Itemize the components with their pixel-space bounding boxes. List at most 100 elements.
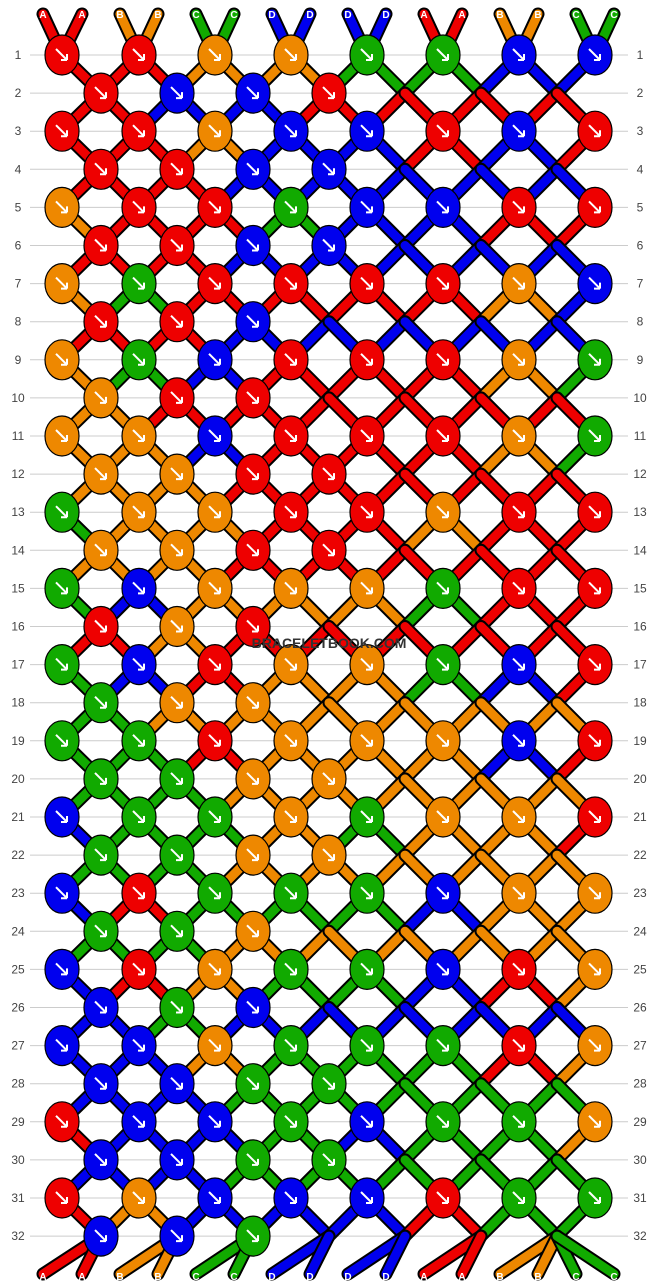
knot — [83, 148, 119, 190]
arrow-icon — [208, 48, 221, 61]
knot — [159, 758, 195, 800]
strand-label-top: D — [306, 10, 313, 21]
row-number-right: 20 — [633, 772, 647, 786]
arrow-icon — [170, 619, 183, 633]
knot — [349, 415, 385, 457]
arrow-icon — [208, 734, 221, 747]
knot — [121, 1177, 157, 1219]
arrow-icon — [94, 619, 107, 633]
knot — [311, 148, 347, 190]
knot — [235, 758, 271, 800]
arrow-icon — [94, 772, 107, 785]
strand-label-top: B — [116, 10, 123, 21]
knot — [121, 872, 157, 914]
arrow-icon — [94, 314, 107, 328]
arrow-icon — [360, 657, 373, 671]
arrow-icon — [512, 657, 525, 671]
knot — [83, 682, 119, 724]
knot — [235, 148, 271, 190]
strand-label-top: D — [344, 10, 351, 21]
arrow-icon — [436, 962, 449, 976]
row-number-left: 10 — [11, 391, 25, 405]
arrow-icon — [588, 48, 601, 61]
arrow-icon — [284, 276, 297, 290]
knot — [577, 1101, 613, 1143]
knot — [44, 186, 80, 228]
arrow-icon — [94, 467, 107, 481]
knot — [83, 301, 119, 343]
knot — [273, 263, 309, 305]
arrow-icon — [246, 1076, 259, 1090]
strand-label-bottom: C — [192, 1272, 199, 1283]
row-number-left: 13 — [11, 505, 25, 519]
arrow-icon — [360, 276, 373, 290]
knot — [577, 1024, 613, 1067]
knot — [349, 186, 385, 228]
row-number-left: 24 — [11, 924, 25, 938]
row-number-right: 30 — [633, 1153, 647, 1167]
arrow-icon — [436, 48, 449, 61]
knot — [273, 720, 309, 762]
arrow-icon — [436, 124, 449, 138]
row-number-left: 21 — [11, 810, 25, 824]
knot — [501, 415, 537, 457]
knot — [425, 1101, 461, 1143]
arrow-icon — [436, 429, 449, 442]
knot — [425, 1177, 461, 1219]
knot — [197, 643, 233, 686]
row-number-left: 30 — [11, 1153, 25, 1167]
strand-label-top: B — [154, 10, 161, 21]
strand-label-top: B — [534, 10, 541, 21]
arrow-icon — [208, 657, 221, 671]
knot — [311, 453, 347, 495]
knot — [121, 796, 157, 838]
arrow-icon — [246, 1000, 259, 1014]
row-number-left: 5 — [15, 200, 22, 214]
arrow-icon — [246, 695, 259, 709]
arrow-icon — [170, 1153, 183, 1166]
knot — [197, 567, 233, 610]
arrow-icon — [436, 810, 449, 823]
knot — [197, 339, 233, 381]
knot — [235, 1063, 271, 1105]
row-number-left: 22 — [11, 848, 25, 862]
arrow-icon — [588, 886, 601, 900]
row-number-left: 25 — [11, 962, 25, 976]
knot — [273, 415, 309, 457]
arrow-icon — [132, 1191, 145, 1204]
arrow-icon — [208, 200, 221, 214]
arrow-icon — [55, 1191, 68, 1204]
knot — [349, 263, 385, 305]
knot — [44, 34, 80, 76]
arrow-icon — [208, 810, 221, 823]
knot — [425, 263, 461, 305]
strand-label-bottom: A — [458, 1272, 465, 1283]
arrow-icon — [55, 1038, 68, 1052]
row-number-right: 4 — [637, 162, 644, 176]
knot — [235, 224, 271, 267]
arrow-icon — [588, 734, 601, 747]
arrow-icon — [588, 124, 601, 138]
knot — [273, 948, 309, 991]
arrow-icon — [284, 657, 297, 671]
knot — [159, 148, 195, 190]
arrow-icon — [588, 1191, 601, 1204]
knot — [159, 986, 195, 1029]
knot — [44, 491, 80, 533]
arrow-icon — [246, 1153, 259, 1166]
knot — [577, 1177, 613, 1219]
strand-label-bottom: C — [572, 1272, 579, 1283]
knot — [44, 643, 80, 686]
arrow-icon — [512, 124, 525, 138]
arrow-icon — [208, 1191, 221, 1204]
knot — [159, 301, 195, 343]
row-number-left: 15 — [11, 581, 25, 595]
knot — [425, 339, 461, 381]
arrow-icon — [94, 1076, 107, 1090]
knot — [349, 1101, 385, 1143]
knot — [159, 1063, 195, 1105]
arrow-icon — [588, 810, 601, 823]
knot — [311, 1139, 347, 1181]
arrow-icon — [170, 848, 183, 862]
